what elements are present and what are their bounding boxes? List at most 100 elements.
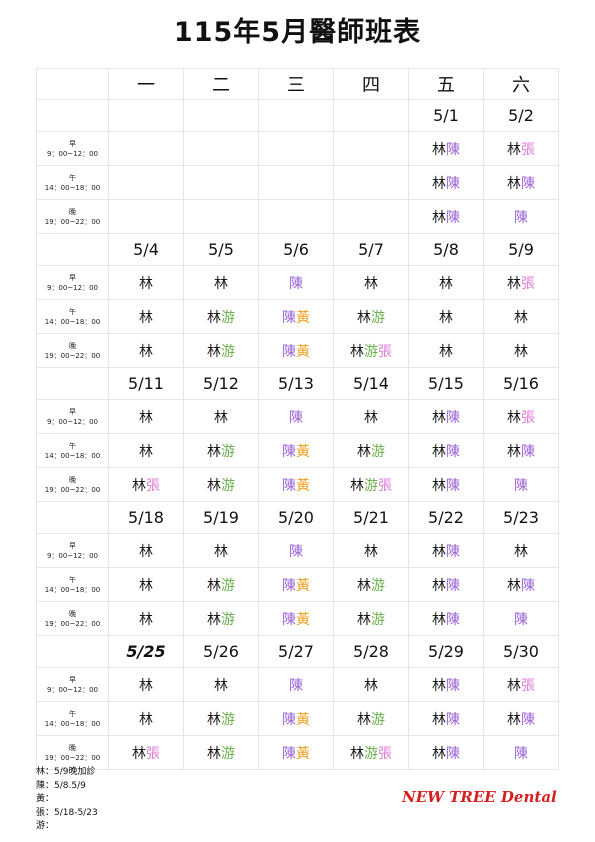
doctor-name: 林	[207, 745, 221, 762]
shift-name: 早	[69, 541, 76, 550]
shift-name: 早	[69, 139, 76, 148]
doctor-name: 林	[514, 543, 528, 560]
doctor-name: 陳	[289, 677, 303, 694]
doctor-name: 黃	[296, 611, 310, 628]
shift-cell: 陳黃	[258, 333, 334, 368]
date-cell: 5/1	[408, 99, 484, 132]
shift-time: 9：00~12：00	[46, 417, 99, 426]
shift-cell: 林游	[183, 701, 259, 736]
doctor-name: 游	[371, 711, 385, 728]
doctor-name: 陳	[514, 209, 528, 226]
shift-label: 早 9：00~12：00	[36, 533, 109, 568]
shift-cell: 林	[408, 333, 484, 368]
doctor-name: 陳	[514, 477, 528, 494]
doctor-name: 張	[146, 745, 160, 762]
doctor-name: 林	[132, 745, 146, 762]
doctor-name: 林	[207, 443, 221, 460]
shift-label: 午 14：00~18：00	[36, 299, 109, 334]
shift-cell: 林	[483, 299, 559, 334]
shift-row: 晚 19：00~22：00 林張 林游 陳黃 林游張 林陳陳	[36, 735, 559, 770]
shift-label: 晚 19：00~22：00	[36, 199, 109, 234]
date-row-label-cell	[36, 99, 109, 132]
doctor-name: 陳	[446, 711, 460, 728]
date-cell: 5/12	[183, 367, 259, 400]
shift-row: 晚 19：00~22：00 林張 林游 陳黃 林游張 林陳陳	[36, 467, 559, 502]
shift-row: 早 9：00~12：00 林林陳林林陳 林張	[36, 399, 559, 434]
shift-time: 14：00~18：00	[44, 719, 101, 728]
shift-cell: 林	[333, 533, 409, 568]
shift-cell: 林游	[333, 299, 409, 334]
weekday-header-row: 一 二 三 四 五 六	[36, 68, 559, 100]
date-cell: 5/28	[333, 635, 409, 668]
shift-cell	[183, 165, 259, 200]
doctor-name: 游	[221, 343, 235, 360]
corner-cell	[36, 68, 109, 100]
shift-cell: 林游張	[333, 735, 409, 770]
doctor-name: 林	[350, 343, 364, 360]
doctor-name: 陳	[446, 477, 460, 494]
shift-cell: 林陳	[483, 701, 559, 736]
doctor-name: 陳	[282, 611, 296, 628]
doctor-name: 林	[439, 343, 453, 360]
shift-cell: 林張	[483, 265, 559, 300]
shift-time: 14：00~18：00	[44, 451, 101, 460]
doctor-name: 林	[432, 175, 446, 192]
doctor-name: 林	[214, 543, 228, 560]
doctor-name: 林	[139, 443, 153, 460]
shift-label: 早 9：00~12：00	[36, 667, 109, 702]
shift-cell: 林陳	[483, 433, 559, 468]
shift-row: 晚 19：00~22：00 林林游 陳黃 林游張林林	[36, 333, 559, 368]
shift-cell: 林游	[333, 567, 409, 602]
shift-name: 早	[69, 273, 76, 282]
shift-time: 14：00~18：00	[44, 317, 101, 326]
shift-row: 午 14：00~18：00 林林游 陳黃 林游林林	[36, 299, 559, 334]
date-cell: 5/22	[408, 501, 484, 534]
shift-label: 晚 19：00~22：00	[36, 467, 109, 502]
shift-cell: 陳黃	[258, 601, 334, 636]
weekday-header: 六	[483, 68, 559, 100]
shift-cell	[258, 131, 334, 166]
date-cell: 5/21	[333, 501, 409, 534]
date-cell: 5/11	[108, 367, 184, 400]
doctor-name: 林	[214, 677, 228, 694]
shift-cell: 林游	[183, 333, 259, 368]
doctor-name: 林	[139, 409, 153, 426]
doctor-name: 林	[432, 477, 446, 494]
shift-cell: 林張	[483, 131, 559, 166]
shift-cell: 陳黃	[258, 433, 334, 468]
shift-cell: 陳	[258, 667, 334, 702]
date-row: 5/25 5/26 5/27 5/28 5/29 5/30	[36, 635, 559, 668]
date-cell: 5/26	[183, 635, 259, 668]
doctor-name: 林	[357, 309, 371, 326]
doctor-name: 林	[364, 409, 378, 426]
date-cell: 5/23	[483, 501, 559, 534]
weekday-header: 一	[108, 68, 184, 100]
shift-name: 晚	[69, 743, 76, 752]
date-cell	[108, 99, 184, 132]
date-cell	[183, 99, 259, 132]
doctor-name: 游	[221, 443, 235, 460]
doctor-name: 黃	[296, 343, 310, 360]
doctor-name: 林	[507, 175, 521, 192]
shift-cell: 林游	[333, 601, 409, 636]
doctor-name: 林	[207, 343, 221, 360]
shift-cell	[333, 131, 409, 166]
shift-label: 早 9：00~12：00	[36, 265, 109, 300]
date-cell: 5/2	[483, 99, 559, 132]
shift-name: 午	[69, 441, 76, 450]
date-cell: 5/7	[333, 233, 409, 266]
doctor-name: 林	[207, 309, 221, 326]
doctor-name: 陳	[282, 443, 296, 460]
shift-time: 19：00~22：00	[44, 351, 101, 360]
doctor-name: 林	[507, 275, 521, 292]
doctor-name: 林	[439, 275, 453, 292]
shift-label: 晚 19：00~22：00	[36, 333, 109, 368]
shift-label: 午 14：00~18：00	[36, 567, 109, 602]
shift-name: 晚	[69, 609, 76, 618]
date-row: 5/18 5/19 5/20 5/21 5/22 5/23	[36, 501, 559, 534]
doctor-name: 林	[139, 611, 153, 628]
shift-cell: 林游張	[333, 467, 409, 502]
date-row-label-cell	[36, 501, 109, 534]
doctor-name: 陳	[446, 175, 460, 192]
shift-name: 早	[69, 407, 76, 416]
